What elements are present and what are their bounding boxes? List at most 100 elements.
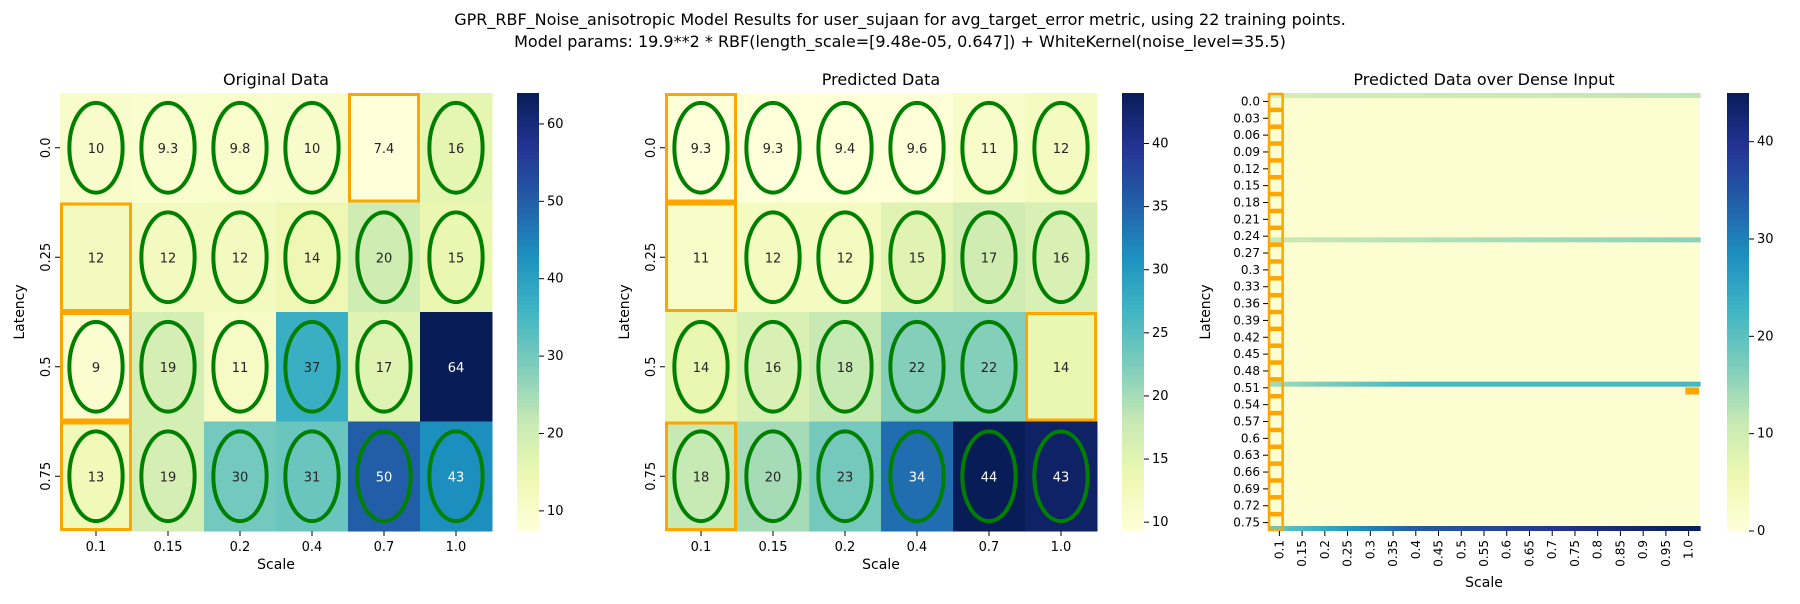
colorbar-1-segment xyxy=(1122,228,1144,233)
dense-heatmap-band-1 xyxy=(1632,237,1639,243)
dense-heatmap-band-1 xyxy=(1268,237,1274,243)
colorbar-1-segment xyxy=(1122,271,1144,277)
heatmap-1-training-ellipse xyxy=(888,210,946,305)
dense-heatmap-band-1 xyxy=(1676,237,1682,243)
dense-heatmap-band-3 xyxy=(1426,526,1432,531)
colorbar-0-segment xyxy=(517,93,539,98)
colorbar-2-segment xyxy=(1727,417,1749,423)
dense-heatmap-ytick-label: 0.6 xyxy=(1241,431,1260,445)
dense-heatmap-band-0 xyxy=(1287,93,1293,98)
dense-heatmap-xlabel: Scale xyxy=(1465,575,1503,591)
heatmap-1-training-ellipse xyxy=(744,100,802,195)
dense-heatmap-band-3 xyxy=(1440,526,1447,531)
heatmap-0-training-ellipse xyxy=(355,429,413,524)
colorbar-1-segment xyxy=(1122,315,1144,320)
dense-heatmap-xtick-label: 0.45 xyxy=(1432,540,1446,567)
dense-heatmap-band-0 xyxy=(1311,93,1317,98)
colorbar-1-segment xyxy=(1122,326,1144,331)
heatmap-1-cell-label: 11 xyxy=(693,251,710,266)
dense-heatmap-highlight-box xyxy=(1267,480,1284,498)
colorbar-0-segment xyxy=(517,96,539,101)
colorbar-2-segment xyxy=(1727,399,1749,404)
dense-heatmap-band-0 xyxy=(1652,93,1658,98)
colorbar-1-tick-label: 30 xyxy=(1152,263,1169,278)
dense-heatmap-band-3 xyxy=(1301,526,1307,531)
dense-heatmap-band-0 xyxy=(1608,93,1615,98)
colorbar-0-segment xyxy=(517,501,539,507)
dense-heatmap-highlight-box xyxy=(1267,176,1284,195)
dense-heatmap-band-2 xyxy=(1618,381,1624,387)
dense-heatmap-band-1 xyxy=(1642,237,1648,243)
colorbar-0-segment xyxy=(517,249,539,255)
colorbar-1-segment xyxy=(1122,392,1144,397)
heatmap-1-cell-label: 18 xyxy=(837,361,854,376)
dense-heatmap-band-2 xyxy=(1445,381,1451,387)
colorbar-0-segment xyxy=(517,176,539,182)
colorbar-0-segment xyxy=(517,268,539,273)
heatmap-1-ytick-label: 0.25 xyxy=(644,243,659,272)
colorbar-2-tick-label: 30 xyxy=(1757,232,1774,247)
colorbar-2-segment xyxy=(1727,443,1749,448)
colorbar-2-segment xyxy=(1727,184,1749,189)
colorbar-1-segment xyxy=(1122,509,1144,514)
dense-heatmap-band-1 xyxy=(1392,237,1399,243)
colorbar-1-tick-label: 10 xyxy=(1152,515,1169,530)
heatmap-0-cell-label: 12 xyxy=(160,251,177,266)
colorbar-2-segment xyxy=(1727,330,1749,335)
heatmap-1-cell-label: 44 xyxy=(981,470,998,485)
heatmap-1-training-ellipse xyxy=(672,429,730,524)
colorbar-0-segment xyxy=(517,395,539,401)
colorbar-1-segment xyxy=(1122,487,1144,492)
dense-heatmap-band-0 xyxy=(1623,93,1629,98)
dense-heatmap-band-3 xyxy=(1676,526,1682,531)
colorbar-0-segment xyxy=(517,454,539,459)
colorbar-2-segment xyxy=(1727,249,1749,255)
dense-heatmap-band-1 xyxy=(1527,237,1533,243)
dense-heatmap-band-1 xyxy=(1455,237,1461,243)
colorbar-0-segment xyxy=(517,122,539,127)
dense-heatmap-band-3 xyxy=(1287,526,1293,531)
dense-heatmap-band-2 xyxy=(1335,381,1341,387)
colorbar-0-segment xyxy=(517,184,539,189)
colorbar-1-segment xyxy=(1122,195,1144,200)
dense-heatmap-band-0 xyxy=(1503,93,1509,98)
colorbar-2-segment xyxy=(1727,421,1749,426)
dense-heatmap-band-1 xyxy=(1344,237,1351,243)
colorbar-2-segment xyxy=(1727,370,1749,375)
heatmap-0-xtick-label: 0.4 xyxy=(302,540,323,555)
colorbar-0-segment xyxy=(517,443,539,448)
dense-heatmap-band-1 xyxy=(1656,237,1663,243)
colorbar-1-segment xyxy=(1122,403,1144,408)
colorbar-2-segment xyxy=(1727,326,1749,331)
dense-heatmap-band-3 xyxy=(1306,526,1312,531)
dense-heatmap-band-0 xyxy=(1508,93,1514,98)
colorbar-2-segment xyxy=(1727,498,1749,503)
dense-heatmap-band-2 xyxy=(1440,381,1447,387)
dense-heatmap-band-3 xyxy=(1551,526,1557,531)
colorbar-1-segment xyxy=(1122,366,1144,371)
heatmap-0-ytick-label: 0.0 xyxy=(39,137,54,158)
heatmap-1-cell xyxy=(737,202,810,313)
heatmap-0-training-ellipse xyxy=(139,100,197,195)
colorbar-0-segment xyxy=(517,421,539,426)
colorbar-2-segment xyxy=(1727,213,1749,218)
dense-heatmap-band-0 xyxy=(1407,93,1413,98)
dense-heatmap-xtick-label: 0.55 xyxy=(1477,540,1491,567)
heatmap-0-training-ellipse xyxy=(211,429,269,524)
colorbar-0-segment xyxy=(517,301,539,306)
colorbar-0-segment xyxy=(517,436,539,441)
dense-heatmap-band-2 xyxy=(1383,381,1389,387)
colorbar-2-segment xyxy=(1727,523,1749,528)
colorbar-1-segment xyxy=(1122,107,1144,112)
colorbar-0-segment xyxy=(517,359,539,364)
dense-heatmap-band-3 xyxy=(1637,526,1643,531)
heatmap-1-cell xyxy=(809,312,882,422)
colorbar-1-segment xyxy=(1122,498,1144,503)
dense-heatmap-ytick-label: 0.75 xyxy=(1233,516,1260,530)
colorbar-2-segment xyxy=(1727,410,1749,415)
colorbar-2-segment xyxy=(1727,173,1749,178)
heatmap-1-training-ellipse xyxy=(960,100,1018,195)
colorbar-1-segment xyxy=(1122,118,1144,123)
dense-heatmap-band-3 xyxy=(1532,526,1538,531)
colorbar-1-segment xyxy=(1122,103,1144,109)
